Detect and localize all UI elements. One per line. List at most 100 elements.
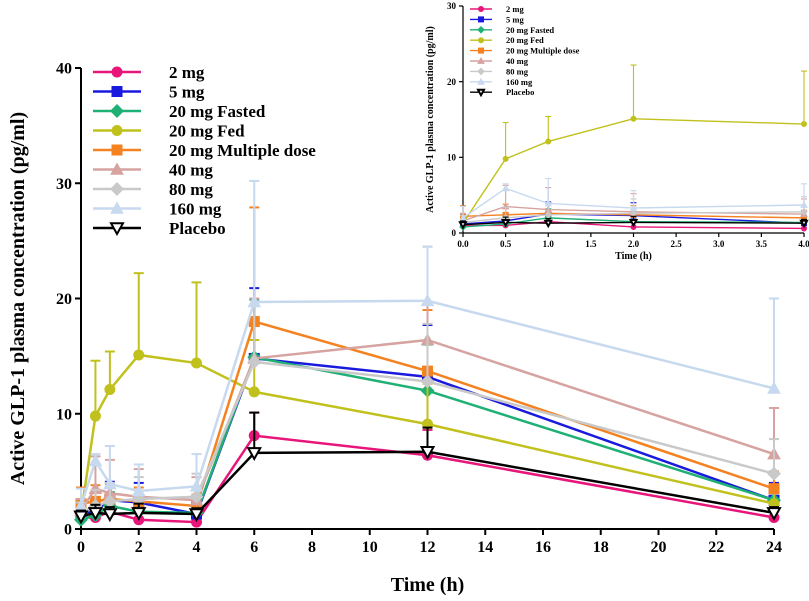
x-tick-label: 6	[250, 539, 258, 556]
data-point	[766, 507, 782, 521]
y-tick-label: 40	[56, 61, 72, 78]
x-tick-label: 8	[308, 539, 316, 556]
y-tick-label: 0	[452, 228, 457, 238]
legend-item: 80 mg	[470, 66, 529, 76]
data-point	[104, 384, 116, 396]
data-point	[87, 507, 104, 521]
legend-label: 160 mg	[506, 77, 533, 87]
legend-label: 40 mg	[506, 56, 529, 66]
x-tick-label: 10	[362, 539, 378, 556]
data-point	[420, 293, 435, 307]
data-point	[767, 466, 781, 481]
legend-marker	[111, 86, 123, 97]
legend-label: 20 mg Fasted	[506, 25, 554, 35]
data-point	[88, 453, 103, 467]
data-point	[544, 199, 553, 207]
legend-marker	[477, 67, 485, 76]
legend-marker	[477, 56, 485, 64]
x-tick-label: 0.5	[500, 239, 512, 249]
x-tick-label: 3.5	[756, 239, 768, 249]
legend-marker	[477, 25, 485, 34]
x-tick-label: 0	[77, 539, 85, 556]
legend-marker	[478, 47, 484, 54]
x-tick-label: 0.0	[457, 239, 469, 249]
data-point	[768, 483, 780, 495]
x-tick-label: 1.0	[543, 239, 555, 249]
data-point	[458, 221, 468, 230]
data-point	[630, 115, 637, 122]
series-80-mg	[459, 196, 808, 227]
y-tick-label: 20	[56, 291, 72, 308]
legend-label: 20 mg Fasted	[169, 102, 266, 121]
legend-marker	[111, 66, 123, 78]
legend-marker	[478, 16, 484, 23]
data-point	[419, 445, 436, 460]
legend-item: 40 mg	[470, 56, 529, 66]
x-tick-label: 16	[535, 539, 551, 556]
legend-marker	[110, 104, 124, 118]
legend-marker	[478, 37, 484, 44]
x-tick-label: 4.0	[798, 239, 809, 249]
legend-label: Placebo	[169, 219, 226, 238]
series-160-mg	[74, 179, 781, 512]
legend-label: Placebo	[506, 87, 534, 97]
y-tick-label: 0	[64, 522, 72, 539]
legend-item: 5 mg	[93, 82, 205, 101]
inset-chart: 0.0 0.5 1.0 1.5 2.0 2.5 3.0 3.5 4.0 0 10 20 30 Time (…	[425, 1, 809, 262]
x-tick-label: 22	[708, 539, 724, 556]
legend-item: 20 mg Fasted	[470, 25, 554, 35]
data-point	[502, 155, 509, 162]
legend-item: 160 mg	[93, 199, 222, 218]
legend-label: 20 mg Fed	[169, 121, 245, 140]
data-point	[131, 483, 146, 497]
data-point	[801, 121, 807, 128]
legend-item: 20 mg Multiple dose	[93, 141, 316, 160]
series-placebo	[458, 215, 809, 230]
data-point	[799, 219, 809, 229]
legend-marker	[111, 125, 123, 136]
legend-label: 20 mg Fed	[506, 35, 544, 45]
data-point	[188, 508, 205, 523]
data-point	[189, 479, 204, 492]
legend-label: 80 mg	[506, 66, 529, 76]
legend-marker	[111, 144, 123, 156]
legend-item: Placebo	[470, 87, 534, 98]
x-tick-label: 20	[651, 539, 667, 556]
x-tick-label: 4	[193, 539, 201, 556]
legend-label: 80 mg	[169, 180, 213, 199]
legend-marker	[110, 162, 124, 175]
data-point	[420, 374, 435, 389]
legend-item: 40 mg	[93, 160, 213, 179]
legend-label: 5 mg	[506, 14, 524, 24]
x-axis-label: Time (h)	[391, 574, 465, 596]
legend-item: 160 mg	[470, 77, 533, 87]
legend-marker	[476, 88, 486, 98]
data-point	[247, 294, 262, 308]
legend-item: 2 mg	[470, 4, 524, 14]
legend-marker	[110, 201, 124, 214]
legend-item: 5 mg	[470, 14, 524, 24]
data-point	[131, 507, 147, 521]
data-point	[800, 207, 808, 216]
legend-item: 20 mg Fed	[93, 121, 245, 140]
legend-item: 20 mg Fasted	[93, 102, 266, 121]
x-tick-label: 1.5	[585, 239, 597, 249]
y-axis-label: Active GLP-1 plasma concentration (pg/ml…	[425, 26, 436, 213]
data-point	[191, 357, 202, 369]
x-tick-label: 12	[420, 539, 436, 556]
y-tick-label: 10	[56, 406, 72, 423]
legend-item: 80 mg	[93, 180, 213, 199]
x-tick-label: 3.0	[713, 239, 725, 249]
data-point	[102, 508, 118, 523]
y-tick-label: 20	[447, 77, 457, 87]
series-line	[80, 450, 775, 518]
x-tick-label: 14	[477, 539, 493, 556]
x-axis-label: Time (h)	[615, 251, 652, 262]
data-point	[543, 219, 553, 229]
data-point	[103, 477, 117, 490]
x-tick-label: 24	[766, 539, 782, 556]
x-tick-label: 18	[593, 539, 609, 556]
